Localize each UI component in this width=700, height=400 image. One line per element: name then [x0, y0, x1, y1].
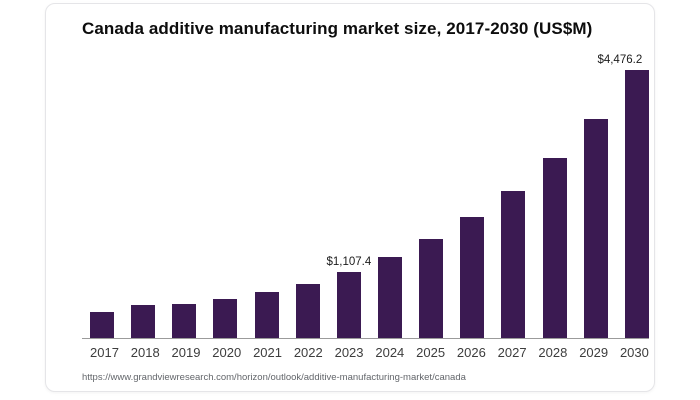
bar-column-2029 — [583, 118, 608, 338]
bar-2021 — [254, 292, 279, 338]
bar-column-2027 — [501, 190, 526, 338]
bar-2022 — [295, 283, 320, 338]
bar-column-2025 — [419, 239, 444, 338]
bar-2027 — [501, 190, 526, 338]
bar-column-2022 — [295, 283, 320, 338]
bar-2020 — [213, 298, 238, 338]
source-url: https://www.grandviewresearch.com/horizo… — [82, 372, 466, 383]
x-tick-label-2027: 2027 — [497, 345, 527, 360]
bar-column-2021 — [254, 292, 279, 338]
bar-2019 — [172, 303, 197, 338]
bar-column-2030: $4,476.2 — [597, 54, 649, 338]
x-tick-label-2020: 2020 — [212, 345, 242, 360]
bar-column-2024 — [377, 257, 402, 338]
x-tick-label-2022: 2022 — [293, 345, 323, 360]
bar-value-label-2023: $1,107.4 — [326, 255, 372, 268]
x-tick-label-2030: 2030 — [619, 345, 649, 360]
x-tick-label-2025: 2025 — [416, 345, 446, 360]
x-tick-label-2028: 2028 — [538, 345, 568, 360]
bar-column-2018 — [131, 305, 156, 338]
bar-2030 — [624, 70, 649, 338]
x-tick-label-2019: 2019 — [171, 345, 201, 360]
bar-2017 — [90, 312, 114, 338]
chart-title: Canada additive manufacturing market siz… — [82, 19, 593, 38]
x-tick-label-2018: 2018 — [130, 345, 160, 360]
bar-column-2020 — [213, 298, 238, 338]
bar-2029 — [583, 118, 608, 338]
bar-column-2019 — [172, 303, 197, 338]
bar-2026 — [460, 217, 485, 338]
plot-area: $1,107.4 $4,476.2 — [82, 54, 649, 339]
bar-value-label-2030: $4,476.2 — [597, 54, 643, 66]
bar-2023 — [336, 271, 361, 338]
bar-2025 — [419, 239, 444, 338]
chart-card: Canada additive manufacturing market siz… — [45, 3, 655, 392]
bar-2024 — [377, 257, 402, 338]
bar-column-2028 — [542, 158, 567, 338]
x-tick-label-2023: 2023 — [334, 345, 364, 360]
bar-2028 — [542, 158, 567, 338]
bar-column-2026 — [460, 217, 485, 338]
x-tick-label-2029: 2029 — [579, 345, 609, 360]
bar-2018 — [131, 305, 156, 338]
x-tick-label-2024: 2024 — [375, 345, 405, 360]
x-axis: 2017 2018 2019 2020 2021 2022 2023 2024 2025 2026… — [82, 345, 649, 360]
x-tick-label-2017: 2017 — [90, 345, 119, 360]
x-tick-label-2021: 2021 — [253, 345, 282, 360]
x-tick-label-2026: 2026 — [456, 345, 486, 360]
bar-column-2023: $1,107.4 — [326, 256, 371, 338]
bar-column-2017 — [90, 312, 114, 338]
